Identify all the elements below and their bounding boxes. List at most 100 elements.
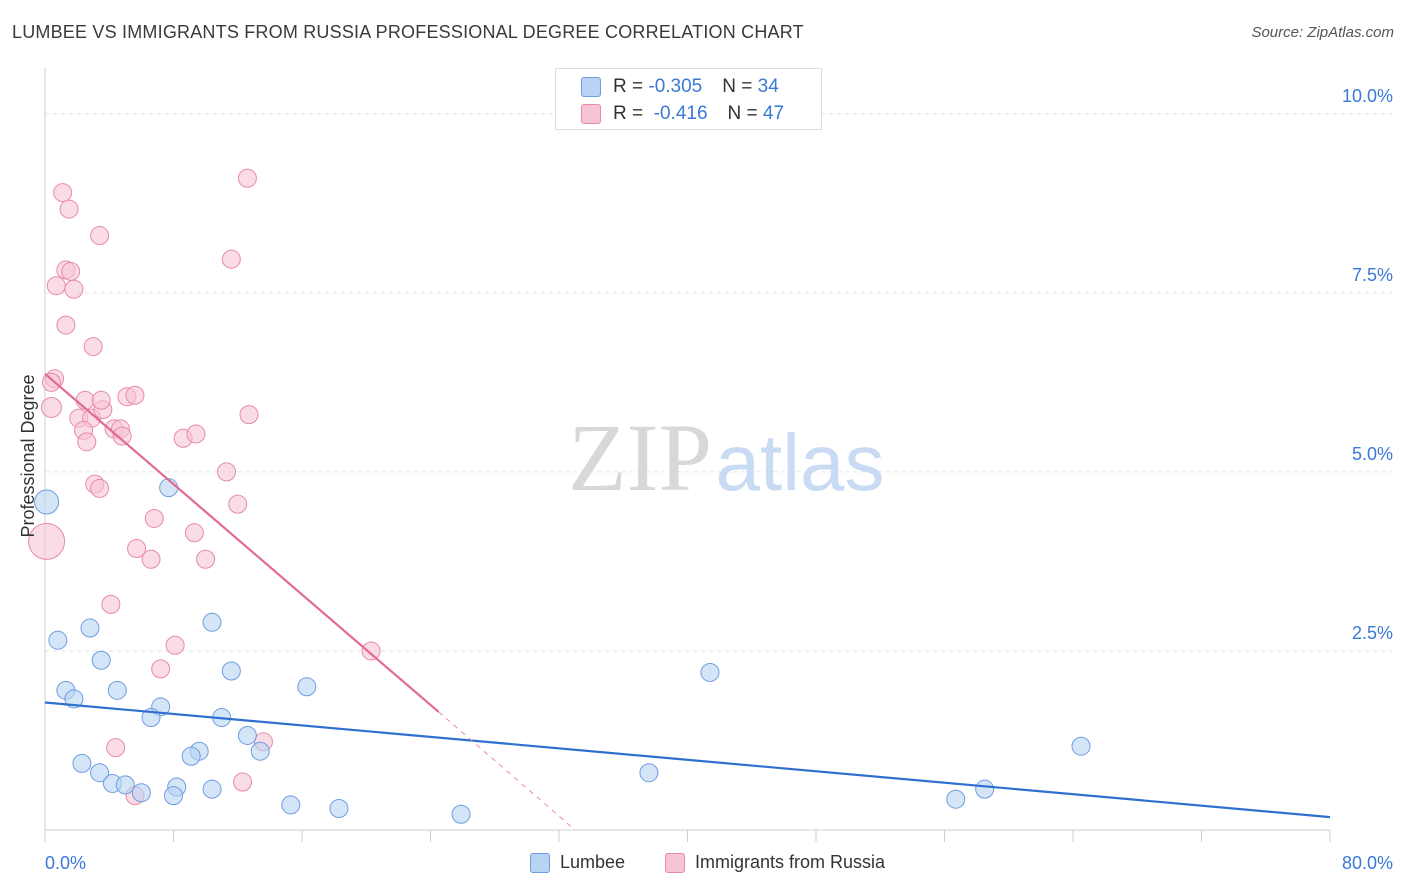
gridlines — [45, 113, 1395, 652]
legend-item-russia[interactable]: Immigrants from Russia — [665, 852, 885, 873]
x-tick-label: 80.0% — [1342, 853, 1393, 873]
x-tick-label: 0.0% — [45, 853, 86, 873]
data-point-lumbee — [164, 786, 183, 806]
data-point-lumbee — [181, 746, 201, 766]
data-point-lumbee — [90, 763, 110, 783]
data-point-lumbee — [107, 680, 127, 700]
data-point-russia — [64, 279, 84, 299]
data-point-russia — [151, 659, 171, 679]
stats-row-lumbee: R = -0.305 N = 34 — [581, 75, 779, 99]
tick-labels: 2.5% 5.0% 7.5% 10.0% 0.0% 80.0% — [45, 86, 1393, 873]
data-point-russia — [141, 549, 161, 569]
y-tick-label: 7.5% — [1352, 265, 1393, 285]
stats-r-value: -0.305 — [648, 76, 703, 97]
stats-n-label: N = — [727, 103, 763, 124]
data-point-lumbee — [131, 783, 151, 803]
stats-row-russia: R = -0.416 N = 47 — [581, 102, 784, 126]
data-point-russia — [41, 372, 61, 392]
data-point-russia — [40, 396, 62, 418]
data-point-lumbee — [34, 489, 60, 515]
legend-swatch-russia — [665, 852, 685, 873]
data-point-russia — [184, 523, 204, 543]
trend-line-russia — [44, 372, 440, 713]
data-point-lumbee — [64, 689, 84, 709]
data-point-lumbee — [115, 775, 135, 795]
data-point-russia — [75, 390, 95, 410]
data-point-russia — [112, 426, 132, 446]
data-point-russia — [144, 508, 164, 528]
data-point-russia — [221, 249, 241, 269]
data-point-russia — [91, 390, 111, 410]
data-point-lumbee — [250, 741, 270, 761]
data-point-russia — [239, 405, 259, 425]
legend: Lumbee Immigrants from Russia — [0, 852, 1406, 878]
data-point-lumbee — [202, 612, 222, 632]
stats-n-value: 47 — [762, 103, 785, 124]
data-point-lumbee — [451, 804, 471, 824]
stats-swatch-lumbee — [581, 77, 601, 97]
data-point-lumbee — [202, 779, 222, 799]
data-point-lumbee — [975, 779, 995, 799]
data-point-lumbee — [281, 795, 301, 815]
data-point-russia — [77, 432, 97, 452]
watermark: ZIP atlas — [568, 404, 884, 511]
data-point-russia — [90, 226, 110, 246]
data-point-russia — [361, 641, 381, 661]
data-point-lumbee — [946, 789, 966, 809]
data-point-russia — [83, 337, 103, 357]
data-point-russia — [56, 315, 76, 335]
data-point-russia — [61, 261, 81, 281]
legend-item-lumbee[interactable]: Lumbee — [530, 852, 625, 873]
stats-swatch-russia — [581, 104, 601, 124]
data-point-russia — [237, 168, 257, 188]
chart-source: Source: ZipAtlas.com — [1251, 24, 1394, 41]
data-point-russia — [106, 738, 126, 758]
data-point-russia — [233, 772, 253, 792]
stats-r-value: -0.416 — [648, 103, 708, 124]
trend-line-russia-extension — [438, 711, 576, 831]
y-axis-title: Professional Degree — [18, 374, 38, 537]
data-point-lumbee — [329, 799, 349, 819]
watermark-atlas: atlas — [716, 418, 885, 507]
trend-lines — [44, 372, 1331, 831]
data-point-lumbee — [700, 662, 720, 682]
stats-r-label: R = — [613, 76, 649, 97]
data-point-russia — [28, 522, 66, 560]
data-point-lumbee — [221, 661, 241, 681]
data-point-russia — [53, 183, 73, 203]
legend-swatch-lumbee — [530, 852, 550, 873]
y-tick-label: 5.0% — [1352, 444, 1393, 464]
watermark-zip: ZIP — [568, 404, 712, 511]
y-tick-label: 2.5% — [1352, 623, 1393, 643]
y-tick-label: 10.0% — [1342, 86, 1393, 106]
data-point-lumbee — [80, 618, 100, 638]
data-point-lumbee — [237, 725, 257, 745]
data-point-lumbee — [72, 753, 92, 773]
data-point-russia — [46, 276, 66, 296]
data-point-russia — [125, 385, 145, 405]
data-point-lumbee — [639, 763, 659, 783]
series-russia-points — [28, 168, 381, 806]
data-point-russia — [196, 549, 216, 569]
chart-title: LUMBEE VS IMMIGRANTS FROM RUSSIA PROFESS… — [12, 22, 804, 42]
data-point-russia — [59, 199, 79, 219]
stats-r-label: R = — [613, 103, 649, 124]
data-point-lumbee — [48, 630, 68, 650]
legend-label-lumbee: Lumbee — [560, 852, 626, 872]
data-point-lumbee — [91, 650, 111, 670]
stats-n-value: 34 — [757, 76, 779, 97]
data-point-russia — [127, 539, 147, 559]
data-point-russia — [101, 594, 121, 614]
data-point-russia — [217, 462, 237, 482]
legend-label-russia: Immigrants from Russia — [695, 852, 886, 872]
data-point-russia — [90, 478, 110, 498]
trend-line-lumbee — [44, 701, 1331, 819]
data-point-russia — [228, 494, 248, 514]
stats-n-label: N = — [722, 76, 758, 97]
stats-box: R = -0.305 N = 34 R = -0.416 N = 47 — [555, 68, 822, 130]
data-point-lumbee — [1071, 736, 1091, 756]
data-point-russia — [165, 635, 185, 655]
data-point-lumbee — [297, 677, 317, 697]
data-point-russia — [186, 424, 206, 444]
